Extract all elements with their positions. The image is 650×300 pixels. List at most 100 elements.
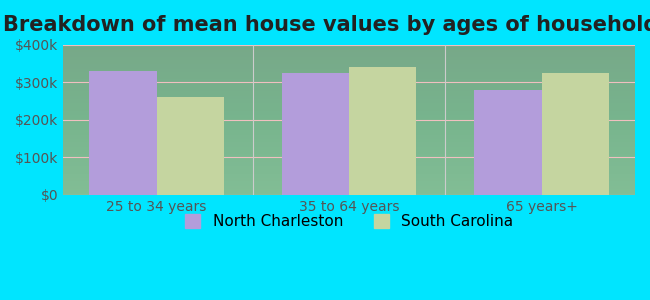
Bar — [63, 81, 635, 82]
Bar — [63, 48, 635, 50]
Bar — [63, 175, 635, 177]
Bar — [63, 130, 635, 132]
Bar — [63, 126, 635, 127]
Bar — [63, 88, 635, 90]
Bar — [63, 171, 635, 172]
Bar — [63, 79, 635, 81]
Bar — [474, 90, 541, 195]
Bar — [63, 66, 635, 68]
Bar — [63, 147, 635, 148]
Bar — [63, 156, 635, 157]
Bar — [89, 71, 157, 195]
Bar — [63, 105, 635, 106]
Bar — [63, 133, 635, 135]
Bar — [63, 76, 635, 78]
Bar — [63, 139, 635, 141]
Bar — [63, 114, 635, 115]
Bar — [63, 142, 635, 144]
Bar — [63, 189, 635, 190]
Bar — [63, 82, 635, 84]
Bar — [63, 165, 635, 166]
Bar — [63, 100, 635, 102]
Bar — [541, 73, 609, 195]
Bar — [63, 186, 635, 187]
Bar — [63, 183, 635, 184]
Bar — [63, 145, 635, 147]
Bar — [63, 187, 635, 189]
Bar — [63, 45, 635, 46]
Bar — [63, 138, 635, 139]
Bar — [63, 174, 635, 175]
Bar — [63, 57, 635, 58]
Bar — [63, 141, 635, 142]
Bar — [63, 168, 635, 169]
Bar — [63, 99, 635, 100]
Bar — [63, 123, 635, 124]
Bar — [63, 178, 635, 180]
Bar — [63, 84, 635, 85]
Bar — [63, 144, 635, 145]
Bar — [63, 190, 635, 192]
Bar — [63, 180, 635, 181]
Bar — [63, 78, 635, 79]
Bar — [63, 148, 635, 150]
Bar — [63, 184, 635, 186]
Bar — [63, 118, 635, 120]
Bar — [63, 70, 635, 72]
Bar — [63, 69, 635, 70]
Bar — [63, 163, 635, 165]
Bar — [63, 93, 635, 94]
Bar — [63, 135, 635, 136]
Bar — [63, 97, 635, 99]
Bar — [63, 162, 635, 163]
Bar — [63, 63, 635, 64]
Bar — [63, 160, 635, 162]
Bar — [63, 87, 635, 88]
Bar — [63, 72, 635, 74]
Bar — [349, 68, 417, 195]
Bar — [63, 151, 635, 153]
Bar — [63, 68, 635, 69]
Bar — [63, 74, 635, 75]
Bar — [63, 108, 635, 109]
Bar — [63, 117, 635, 118]
Bar — [63, 85, 635, 87]
Bar — [63, 50, 635, 51]
Bar — [63, 120, 635, 121]
Legend: North Charleston, South Carolina: North Charleston, South Carolina — [179, 208, 519, 235]
Bar — [63, 132, 635, 133]
Bar — [63, 157, 635, 159]
Bar — [63, 54, 635, 56]
Bar — [63, 129, 635, 130]
Bar — [63, 90, 635, 91]
Bar — [63, 103, 635, 105]
Bar — [63, 96, 635, 97]
Bar — [63, 64, 635, 66]
Bar — [63, 94, 635, 96]
Bar — [63, 181, 635, 183]
Bar — [63, 75, 635, 76]
Bar — [63, 192, 635, 193]
Bar — [63, 60, 635, 61]
Bar — [63, 109, 635, 111]
Title: Breakdown of mean house values by ages of householders: Breakdown of mean house values by ages o… — [3, 15, 650, 35]
Bar — [281, 73, 349, 195]
Bar — [63, 150, 635, 151]
Bar — [63, 153, 635, 154]
Bar — [63, 102, 635, 103]
Bar — [63, 159, 635, 160]
Bar — [63, 115, 635, 117]
Bar — [63, 172, 635, 174]
Bar — [63, 154, 635, 156]
Bar — [63, 56, 635, 57]
Bar — [63, 106, 635, 108]
Bar — [63, 52, 635, 54]
Bar — [63, 51, 635, 52]
Bar — [63, 112, 635, 114]
Bar — [63, 121, 635, 123]
Bar — [63, 46, 635, 48]
Bar — [63, 169, 635, 171]
Bar — [63, 166, 635, 168]
Bar — [63, 136, 635, 138]
Bar — [63, 91, 635, 93]
